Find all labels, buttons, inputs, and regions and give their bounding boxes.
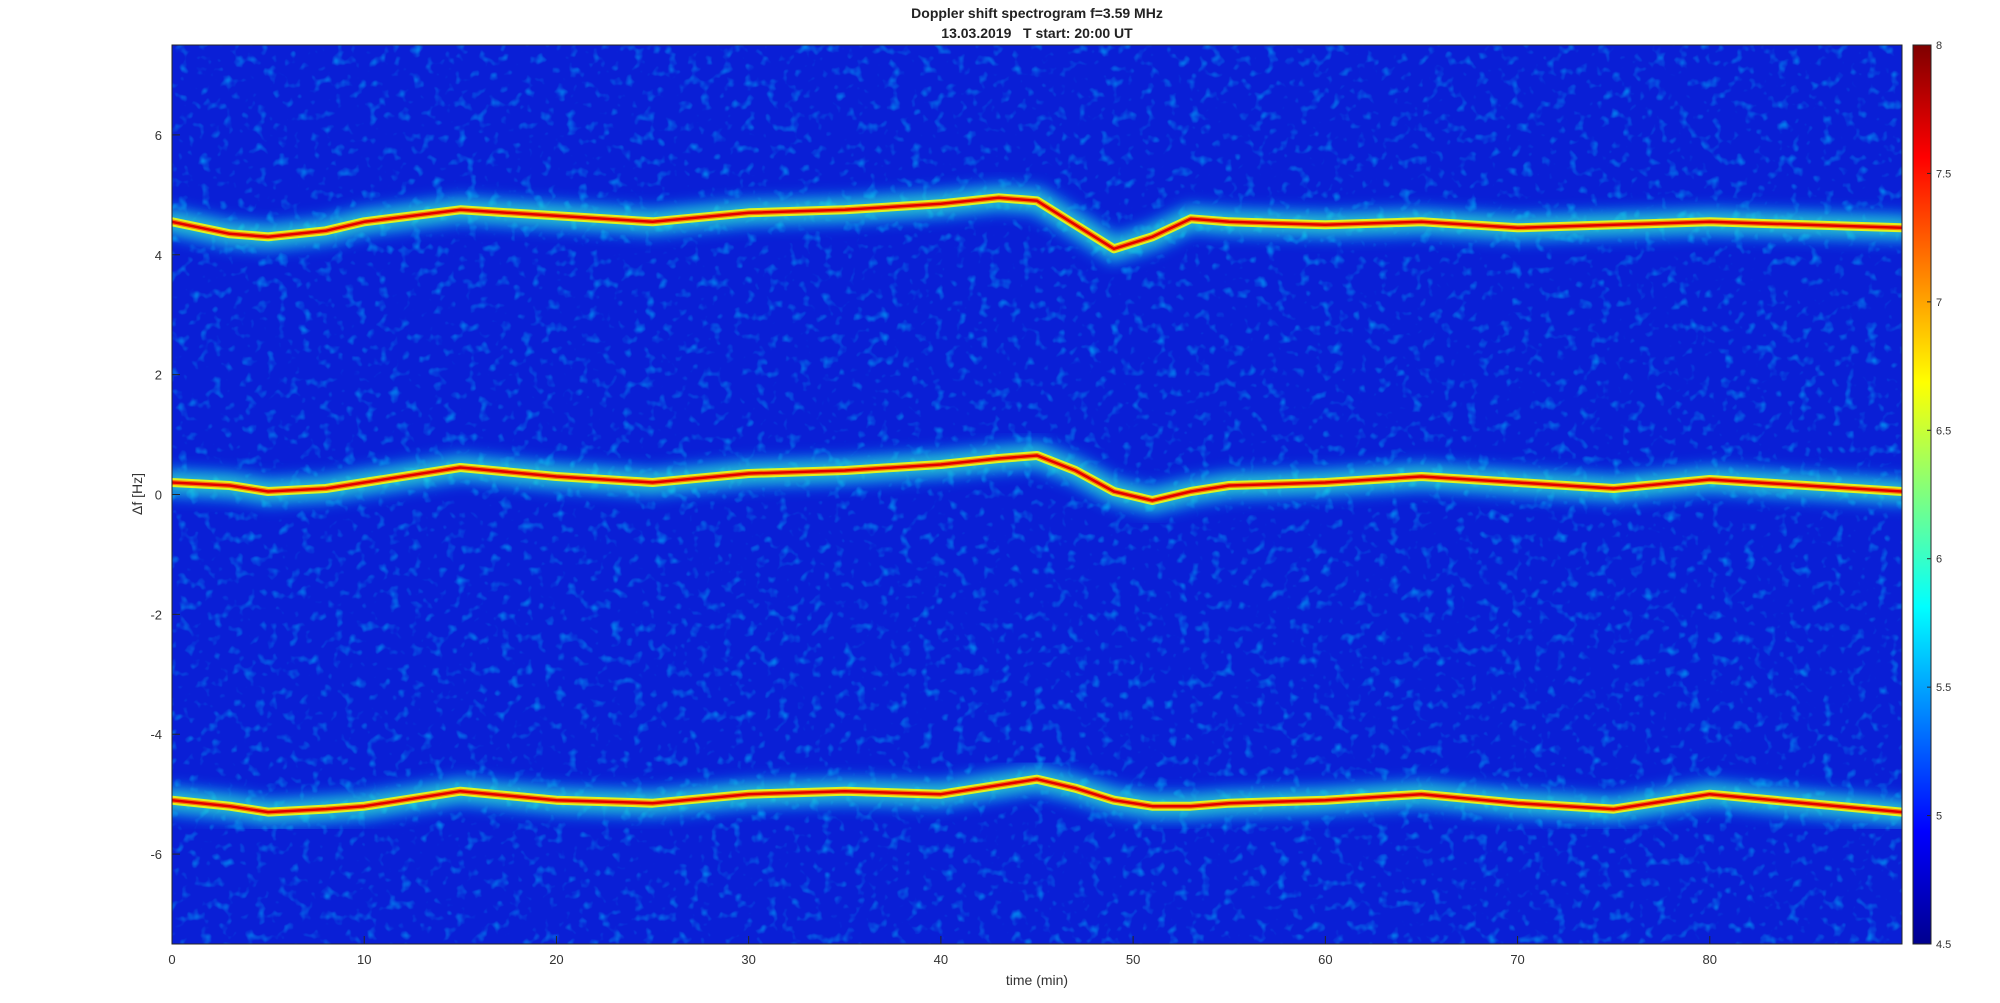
- colorbar-tick-label: 5.5: [1936, 682, 1951, 694]
- doppler-trace-2: [172, 454, 1902, 502]
- x-axis-label: time (min): [1006, 972, 1068, 988]
- colorbar-tick-label: 7.5: [1936, 168, 1951, 180]
- colorbar-tick-label: 7: [1936, 297, 1942, 309]
- x-tick-label: 20: [549, 952, 563, 967]
- colorbar-tick-label: 8: [1936, 40, 1942, 52]
- x-tick-label: 50: [1126, 952, 1140, 967]
- y-tick-label: 6: [155, 128, 162, 143]
- doppler-traces: [172, 180, 1902, 830]
- y-tick-label: -2: [150, 607, 162, 622]
- y-tick-label: 4: [155, 248, 162, 263]
- colorbar-tick-label: 6.5: [1936, 425, 1951, 437]
- x-tick-label: 30: [741, 952, 755, 967]
- x-tick-label: 80: [1703, 952, 1717, 967]
- y-tick-label: -6: [150, 847, 162, 862]
- chart-title: Doppler shift spectrogram f=3.59 MHz: [911, 5, 1163, 21]
- chart-subtitle: 13.03.2019 T start: 20:00 UT: [941, 25, 1133, 41]
- colorbar-tick-label: 6: [1936, 554, 1942, 566]
- x-tick-label: 0: [168, 952, 175, 967]
- x-tick-label: 60: [1318, 952, 1332, 967]
- plot-area: [172, 45, 1902, 944]
- x-axis-ticks: 0 10 20 30 40 50 60 70 80: [168, 936, 1717, 967]
- x-tick-label: 40: [934, 952, 948, 967]
- y-axis-ticks: -6 -4 -2 0 2 4 6: [150, 128, 180, 862]
- y-tick-label: 2: [155, 368, 162, 383]
- colorbar: [1912, 44, 1932, 945]
- colorbar-tick-label: 4.5: [1936, 939, 1951, 951]
- y-tick-label: 0: [155, 488, 162, 503]
- colorbar-tick-label: 5: [1936, 811, 1942, 823]
- doppler-trace-1: [172, 196, 1902, 251]
- x-tick-label: 10: [357, 952, 371, 967]
- x-tick-label: 70: [1510, 952, 1524, 967]
- y-axis-label: Δf [Hz]: [129, 473, 145, 515]
- y-tick-label: -4: [150, 727, 162, 742]
- colorbar-ticks: 4.5 5 5.5 6 6.5 7 7.5 8: [1927, 40, 1951, 951]
- doppler-trace-3: [172, 777, 1902, 814]
